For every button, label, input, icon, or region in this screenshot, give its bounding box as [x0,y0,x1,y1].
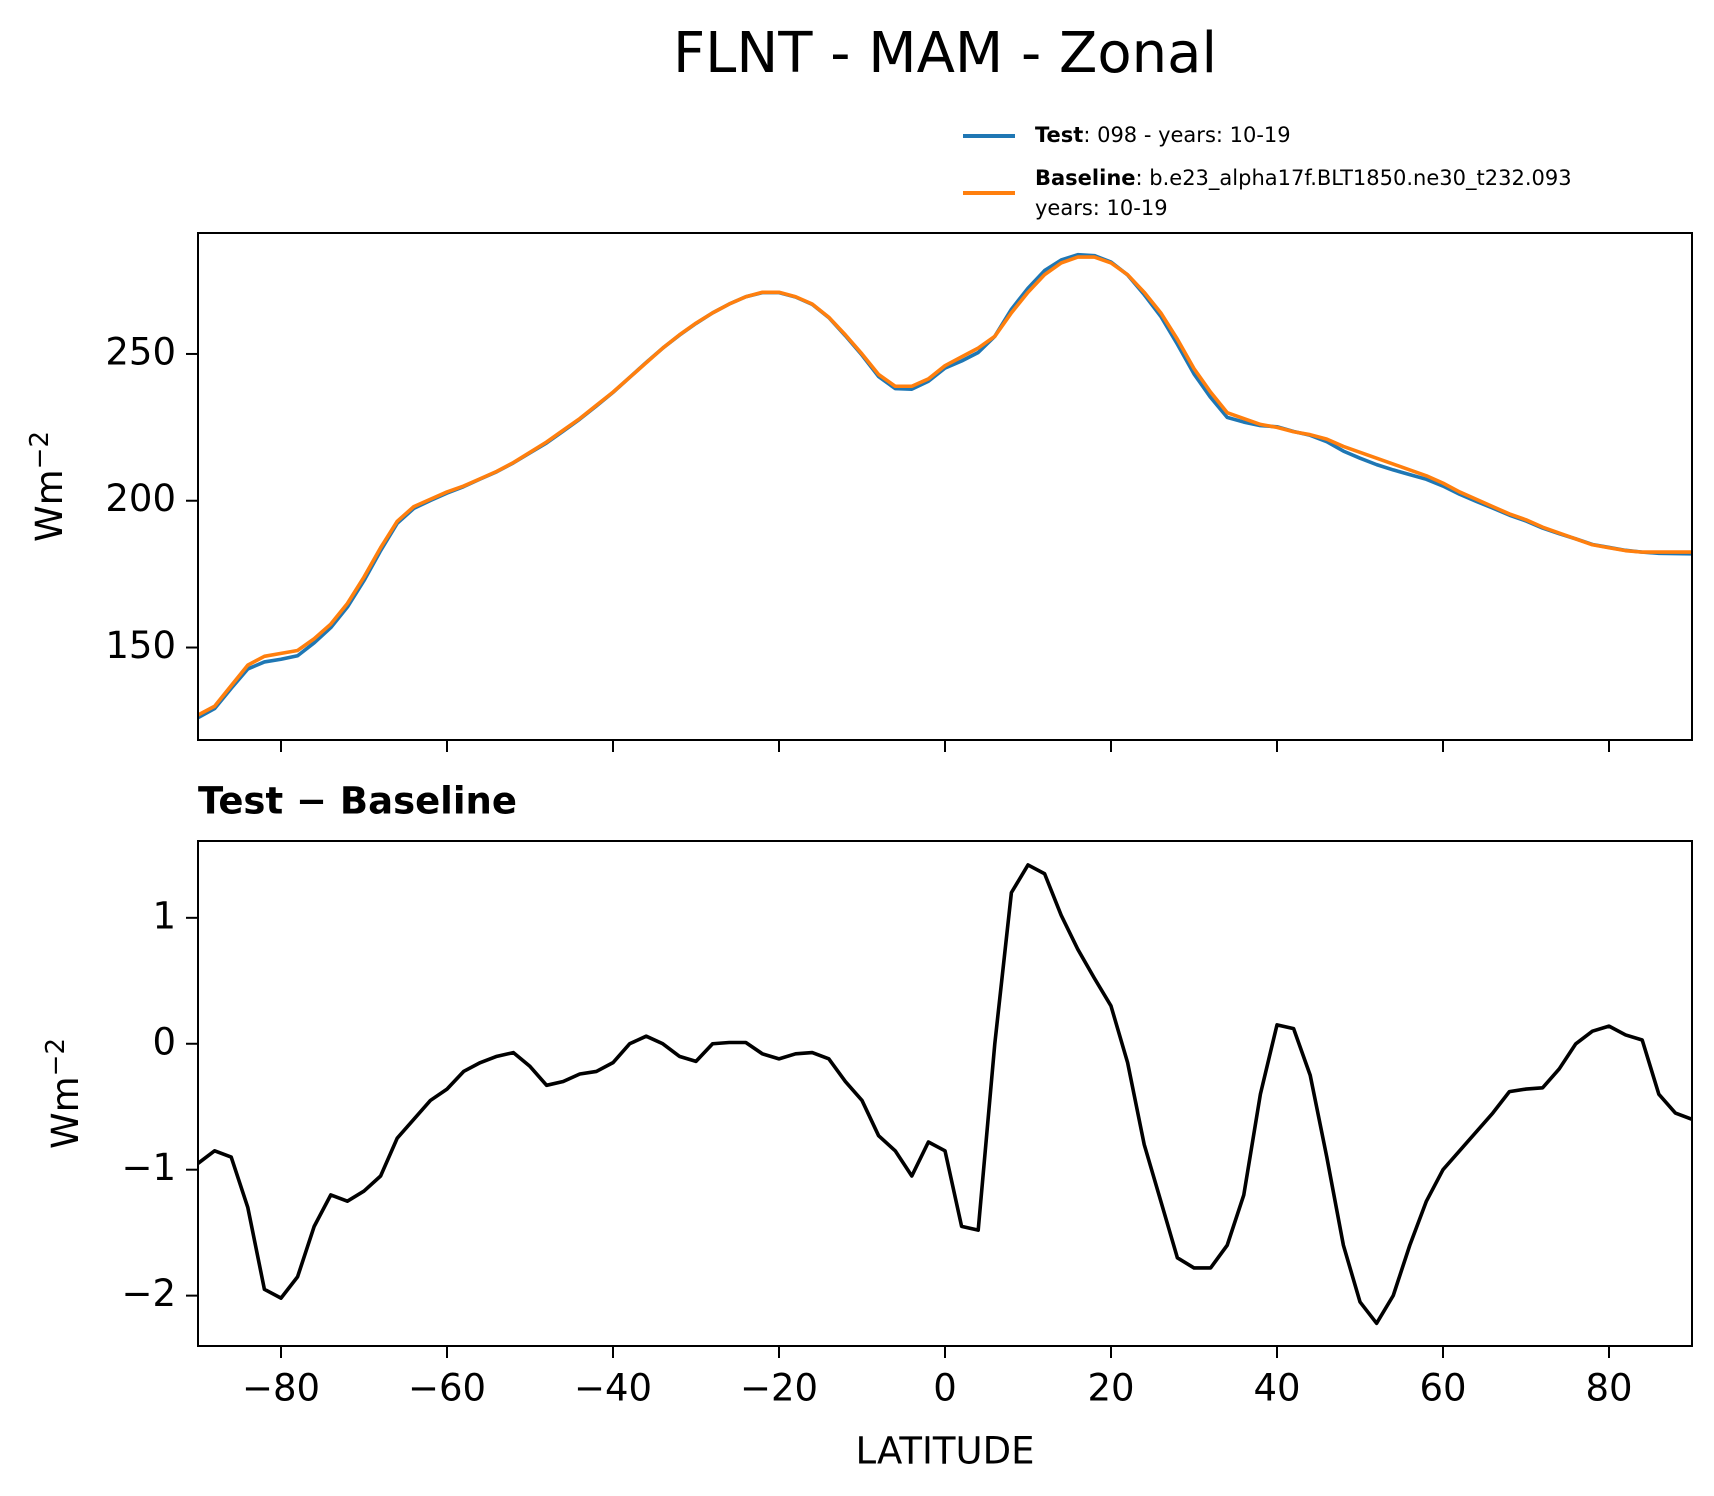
y-tick-label: 250 [105,330,176,373]
y-tick-label: 1 [152,894,176,937]
panel-title: Test − Baseline [198,780,517,823]
legend-label: years: 10-19 [1035,196,1168,220]
y-label-base: Wm [44,1076,87,1149]
x-tick-label: 60 [1419,1367,1466,1410]
x-tick-label: 20 [1087,1367,1134,1410]
y-tick-label: 150 [105,624,176,667]
x-tick-label: −40 [574,1367,652,1410]
legend-detail: : b.e23_alpha17f.BLT1850.ne30_t232.093 [1136,166,1572,191]
figure-title: FLNT - MAM - Zonal [673,21,1217,86]
x-tick-label: 80 [1585,1367,1632,1410]
legend-name: Test [1035,123,1083,147]
legend-detail: : 098 - years: 10-19 [1083,123,1290,147]
x-tick-label: −60 [408,1367,486,1410]
y-label-exponent: −2 [41,1038,71,1076]
y-tick-label: 0 [152,1020,176,1063]
y-axis-label: Wm−2 [25,431,71,542]
legend-detail: years: 10-19 [1035,196,1168,220]
y-label-base: Wm [28,469,71,542]
x-tick-label: 0 [933,1367,957,1410]
y-tick-label: −2 [121,1272,176,1315]
y-axis-label: Wm−2 [41,1038,87,1149]
x-tick-label: −80 [242,1367,320,1410]
y-tick-label: 200 [105,477,176,520]
legend-name: Baseline [1035,166,1136,190]
y-label-exponent: −2 [25,431,55,469]
legend-label: Baseline: b.e23_alpha17f.BLT1850.ne30_t2… [1035,166,1572,191]
y-tick-label: −1 [121,1146,176,1189]
legend-label: Test: 098 - years: 10-19 [1035,123,1291,147]
x-tick-label: 40 [1253,1367,1300,1410]
data-line [198,863,1692,1326]
x-axis-label: LATITUDE [856,1430,1035,1473]
data-line [198,255,1692,717]
x-tick-label: −20 [740,1367,818,1410]
